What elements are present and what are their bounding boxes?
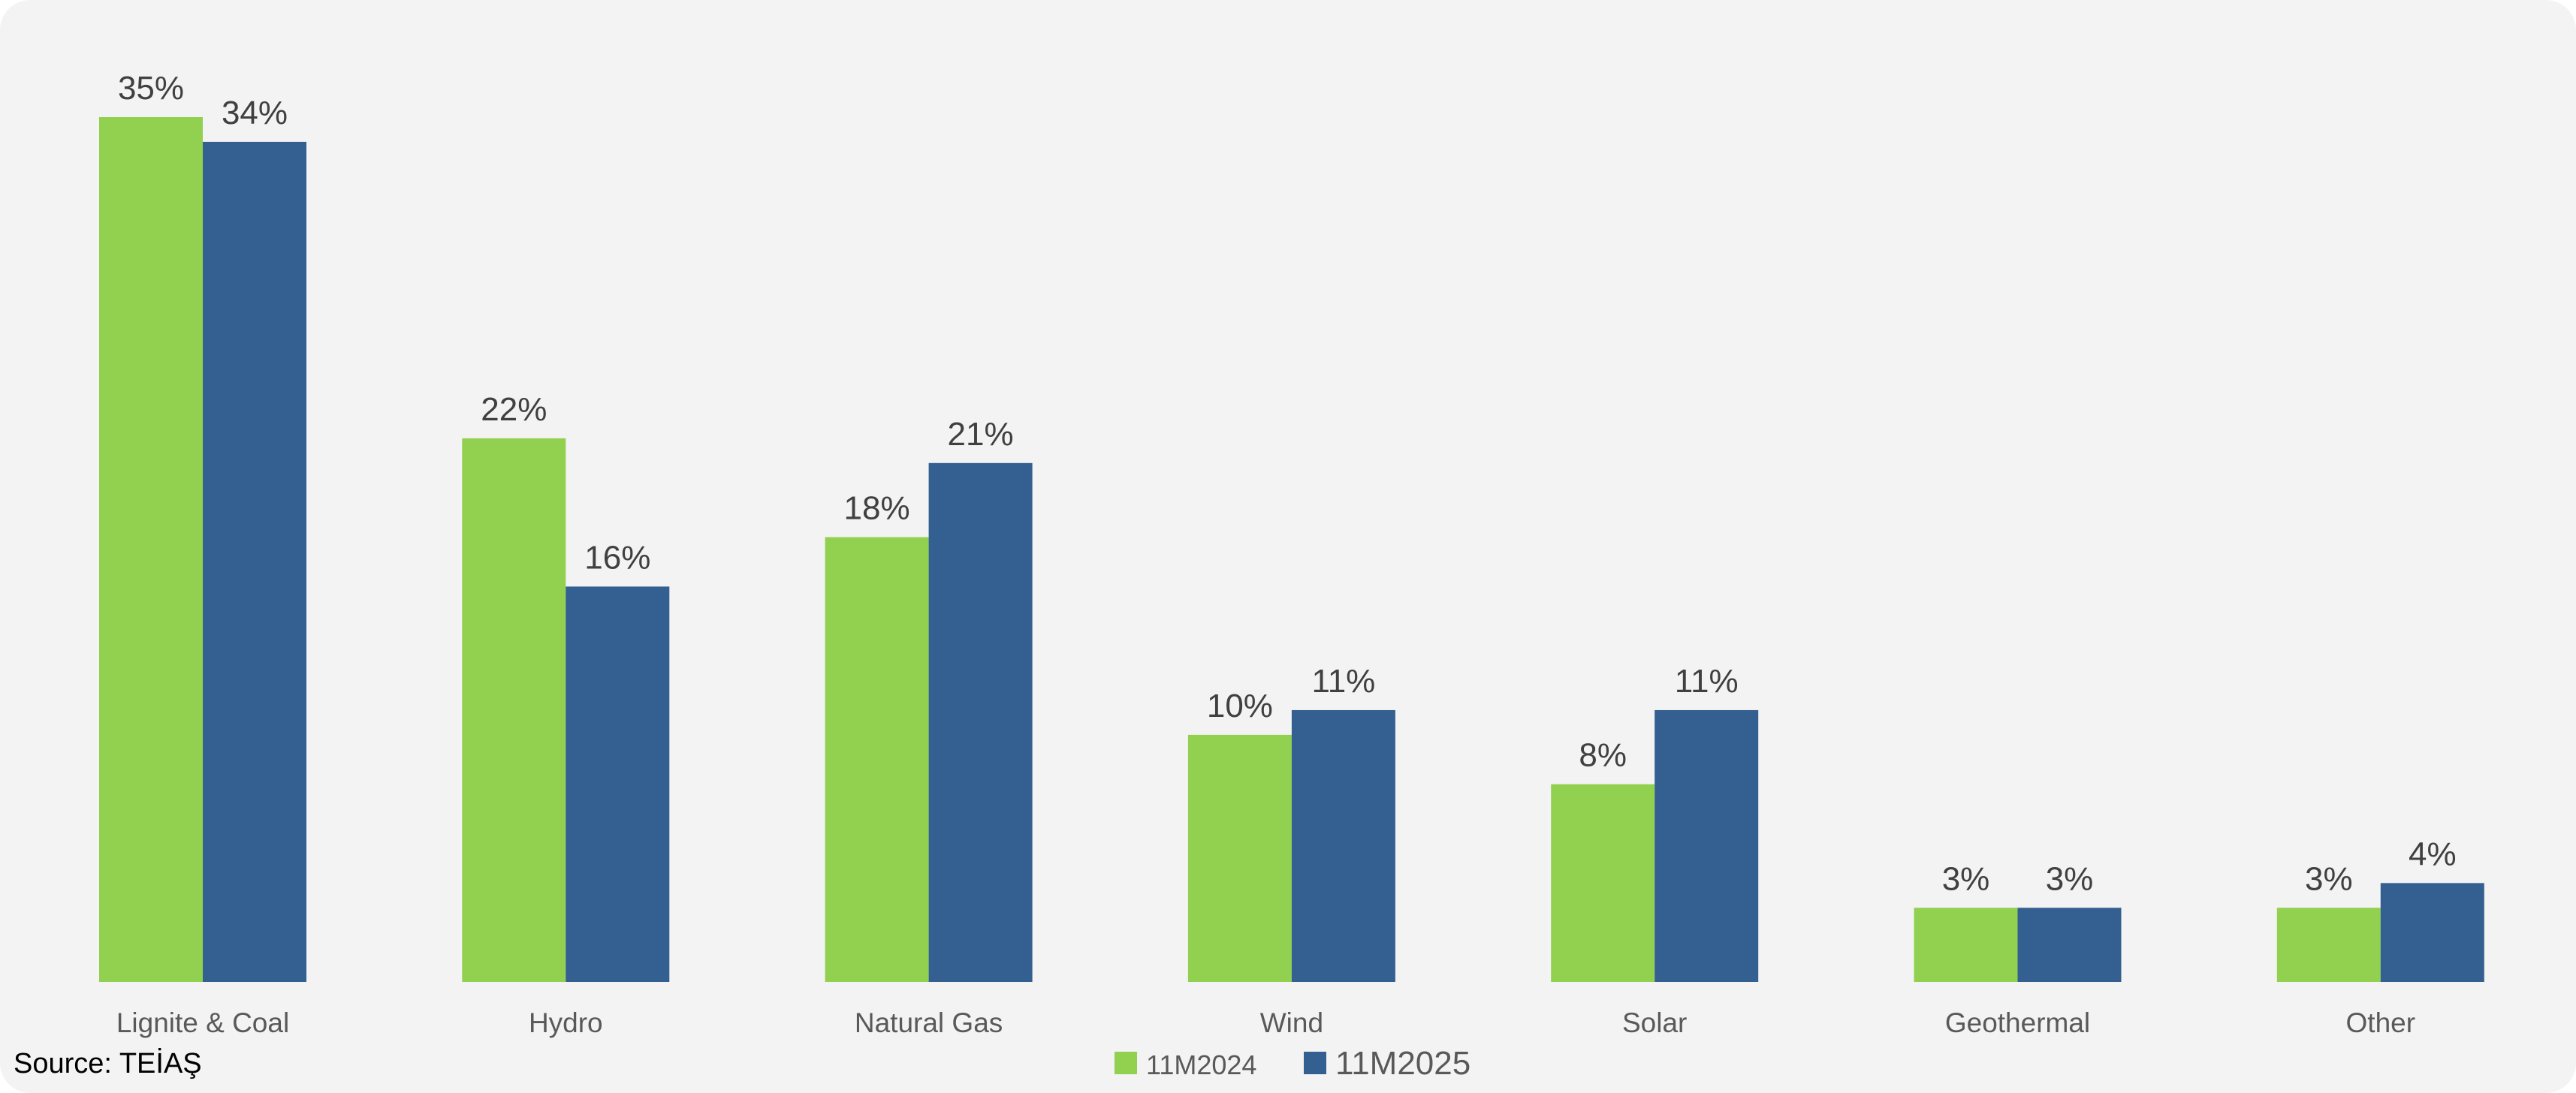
bar-hydro-11m2024 [462, 438, 566, 982]
data-label-lignite-and-coal-11m2025: 34% [222, 95, 288, 131]
bar-natural-gas-11m2024 [825, 537, 929, 982]
bar-other-11m2025 [2380, 883, 2484, 982]
category-label-solar: Solar [1622, 1007, 1687, 1038]
category-labels-layer: Lignite & Coal Hydro Natural Gas Wind Solar G… [116, 1007, 2415, 1038]
data-label-other-11m2024: 3% [2305, 860, 2353, 897]
category-label-hydro: Hydro [529, 1007, 603, 1038]
source-note: Source: TEİAŞ [14, 1048, 202, 1079]
data-label-solar-11m2025: 11% [1675, 663, 1739, 700]
bar-solar-11m2024 [1551, 784, 1655, 982]
bar-hydro-11m2025 [566, 586, 670, 982]
bar-wind-11m2024 [1187, 734, 1292, 982]
data-label-wind-11m2024: 10% [1207, 688, 1273, 724]
legend-swatch-11m2025 [1304, 1052, 1326, 1074]
bar-geothermal-11m2025 [2017, 908, 2122, 982]
data-label-hydro-11m2024: 22% [481, 391, 547, 428]
category-label-wind: Wind [1260, 1007, 1323, 1038]
bar-other-11m2024 [2276, 908, 2381, 982]
category-label-natural-gas: Natural Gas [855, 1007, 1003, 1038]
bars-layer [99, 117, 2484, 982]
category-label-other: Other [2346, 1007, 2416, 1038]
data-label-geothermal-11m2025: 3% [2046, 860, 2094, 897]
bar-solar-11m2025 [1654, 709, 1759, 982]
category-label-lignite-and-coal: Lignite & Coal [116, 1007, 289, 1038]
data-label-hydro-11m2025: 16% [584, 539, 650, 576]
data-label-natural-gas-11m2024: 18% [844, 490, 910, 527]
data-label-geothermal-11m2024: 3% [1942, 860, 1990, 897]
bar-lignite-and-coal-11m2025 [203, 141, 306, 982]
legend-label-11m2025: 11M2025 [1335, 1045, 1470, 1082]
legend-label-11m2024: 11M2024 [1146, 1049, 1256, 1080]
legend: 11M2024 11M2025 [1115, 1045, 1470, 1082]
category-label-geothermal: Geothermal [1945, 1007, 2090, 1038]
data-label-other-11m2025: 4% [2409, 836, 2457, 872]
bar-wind-11m2025 [1291, 709, 1395, 982]
legend-swatch-11m2024 [1115, 1052, 1137, 1074]
data-label-solar-11m2024: 8% [1579, 737, 1627, 774]
bar-geothermal-11m2024 [1914, 908, 2018, 982]
bar-lignite-and-coal-11m2024 [99, 117, 203, 982]
data-labels-layer: 35% 34% 22% 16% 18% 21% 10% 11% 8% 11% 3% 3% 3% 4% [118, 70, 2457, 897]
data-label-natural-gas-11m2025: 21% [948, 416, 1014, 453]
bar-natural-gas-11m2025 [928, 462, 1033, 982]
data-label-wind-11m2025: 11% [1311, 663, 1375, 700]
data-label-lignite-and-coal-11m2024: 35% [118, 70, 184, 107]
